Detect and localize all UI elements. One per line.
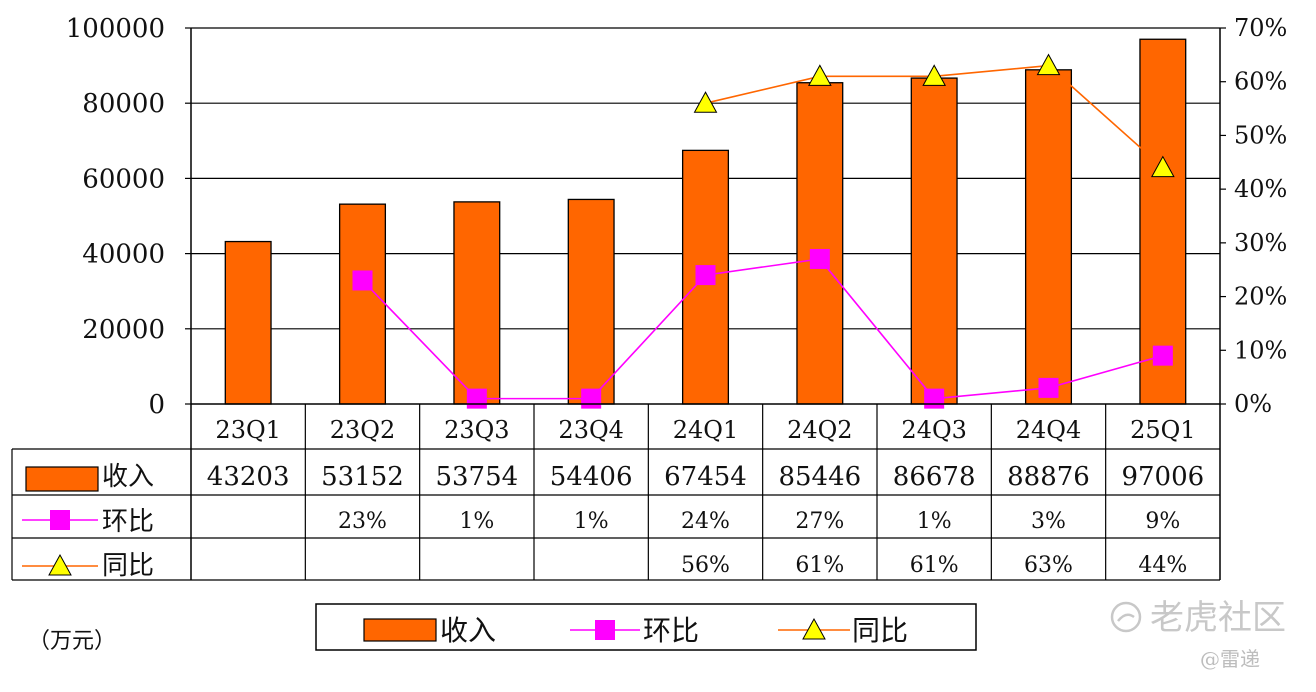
qoq-key-marker: [50, 510, 70, 530]
y2-tick-label: 50%: [1234, 121, 1287, 149]
y2-tick-label: 0%: [1234, 390, 1272, 418]
y-tick-label: 60000: [82, 164, 165, 194]
yoy-point: [807, 64, 832, 86]
x-tick-label: 24Q4: [1016, 416, 1081, 444]
qoq-label: 1%: [574, 509, 609, 534]
x-tick-label: 24Q2: [787, 416, 852, 444]
tiger-logo-icon: [1110, 601, 1142, 633]
rate-lines: [352, 53, 1175, 409]
y2-tick-label: 20%: [1234, 283, 1287, 311]
legend-yoy-label: 同比: [852, 614, 908, 647]
qoq-label: 9%: [1145, 509, 1180, 534]
qoq-point: [466, 388, 487, 409]
bar: [567, 198, 615, 405]
qoq-label: 23%: [338, 509, 387, 534]
qoq-point: [1152, 345, 1173, 366]
revenue-bars: [224, 38, 1187, 405]
bar: [796, 82, 844, 405]
axes: 0 20000 40000 60000 80000 100000 0% 10% 20% 30% 40…: [66, 14, 1287, 580]
legend-revenue-label: 收入: [440, 614, 496, 647]
x-tick-label: 23Q4: [558, 416, 623, 444]
x-tick-label: 24Q1: [673, 416, 738, 444]
qoq-label: 27%: [795, 509, 844, 534]
qoq-point: [695, 265, 716, 286]
unit-label: （万元）: [28, 629, 116, 654]
legend-qoq-label: 环比: [643, 614, 699, 647]
y-tick-label: 100000: [66, 14, 165, 44]
bar: [1139, 38, 1187, 405]
y2-tick-label: 60%: [1234, 68, 1287, 96]
y-tick-label: 80000: [82, 89, 165, 119]
y-tick-label: 0: [148, 390, 165, 420]
qoq-label: 3%: [1031, 509, 1066, 534]
revenue-value: 53754: [435, 462, 518, 492]
revenue-value: 97006: [1121, 462, 1204, 492]
yoy-label: 61%: [910, 553, 959, 578]
yoy-label: 61%: [795, 553, 844, 578]
qoq-label: 1%: [459, 509, 494, 534]
y2-tick-label: 40%: [1234, 175, 1287, 203]
bar: [910, 77, 958, 405]
yoy-label: 63%: [1024, 553, 1073, 578]
yoy-point: [1150, 155, 1175, 178]
qoq-row-label: 环比: [102, 507, 154, 537]
y2-tick-label: 10%: [1234, 336, 1287, 364]
watermark-author: @雷递: [1200, 647, 1260, 671]
qoq-point: [581, 388, 602, 409]
legend-revenue-key: [363, 618, 437, 642]
yoy-key-marker: [48, 553, 72, 576]
yoy-point: [1036, 53, 1061, 76]
watermark-brand: 老虎社区: [1150, 598, 1286, 638]
bar: [1024, 69, 1073, 405]
y2-tick-label: 30%: [1234, 229, 1287, 257]
yoy-row-label: 同比: [102, 551, 154, 581]
x-tick-label: 24Q3: [901, 416, 966, 444]
revenue-value: 54406: [550, 462, 633, 492]
legend-yoy-marker: [802, 617, 826, 640]
revenue-value: 67454: [664, 462, 747, 492]
bar: [224, 240, 272, 405]
x-tick-label: 23Q1: [215, 416, 280, 444]
qoq-line: [361, 258, 1164, 400]
qoq-point: [924, 388, 945, 409]
x-tick-label: 23Q3: [444, 416, 509, 444]
revenue-row-label: 收入: [102, 462, 154, 492]
y-tick-label: 40000: [82, 240, 165, 270]
yoy-point: [922, 64, 947, 86]
x-tick-label: 23Q2: [330, 416, 395, 444]
qoq-point: [352, 270, 373, 291]
legend-qoq-marker: [595, 620, 615, 640]
qoq-label: 24%: [681, 509, 730, 534]
qoq-point: [809, 248, 830, 269]
qoq-point: [1038, 377, 1059, 398]
bar: [338, 203, 387, 405]
watermark: 老虎社区 @雷递: [1110, 598, 1286, 671]
revenue-value: 43203: [207, 462, 290, 492]
y2-tick-label: 70%: [1234, 14, 1287, 42]
yoy-label: 44%: [1138, 553, 1187, 578]
revenue-key: [25, 466, 99, 492]
revenue-value: 88876: [1007, 462, 1090, 492]
revenue-value: 86678: [893, 462, 976, 492]
legend: 收入 环比 同比: [315, 603, 977, 651]
x-tick-label: 25Q1: [1130, 416, 1195, 444]
yoy-point: [693, 91, 718, 113]
bar: [453, 201, 501, 405]
yoy-label: 56%: [681, 553, 730, 578]
qoq-label: 1%: [917, 509, 952, 534]
revenue-value: 53152: [321, 462, 404, 492]
y-tick-label: 20000: [82, 315, 165, 345]
revenue-value: 85446: [778, 462, 861, 492]
data-table: 23Q1 23Q2 23Q3 23Q4 24Q1 24Q2 24Q3 24Q4 25Q1 4320…: [11, 403, 1220, 581]
